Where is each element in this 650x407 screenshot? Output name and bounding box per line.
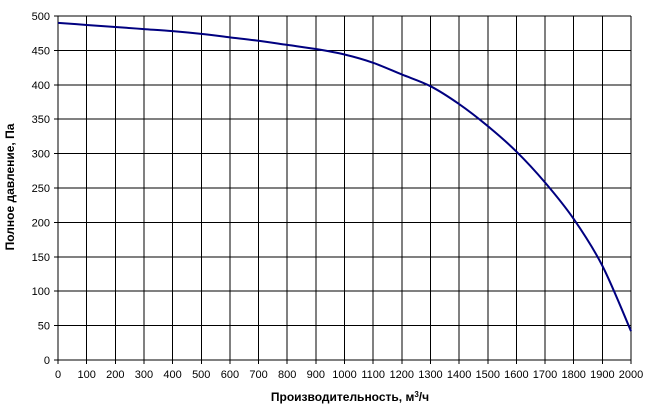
y-tick-label: 150 [32, 252, 50, 264]
x-tick-label: 1100 [361, 369, 385, 381]
chart-series [57, 21, 632, 332]
x-tick-label: 1200 [390, 369, 414, 381]
x-tick-label: 100 [77, 369, 95, 381]
x-tick-label: 1500 [476, 369, 500, 381]
x-tick-label: 1600 [504, 369, 528, 381]
x-tick-label: 1700 [533, 369, 557, 381]
x-tick-label: 2000 [619, 369, 643, 381]
x-axis-title: Производительность, м3/ч [271, 390, 429, 405]
x-tick-label: 0 [55, 369, 61, 381]
x-axis-ticks: 0 100 200 300 400 500 600 700 800 900 1000 1100 1200… [55, 360, 643, 381]
y-tick-label: 350 [32, 114, 50, 126]
x-tick-label: 1300 [418, 369, 442, 381]
x-tick-label: 500 [192, 369, 210, 381]
x-tick-label: 1800 [561, 369, 585, 381]
chart-grid [57, 15, 632, 361]
y-tick-label: 500 [32, 11, 50, 23]
x-tick-label: 200 [106, 369, 124, 381]
y-axis-title: Полное давление, Па [3, 123, 17, 250]
y-tick-label: 300 [32, 149, 50, 161]
x-axis-title-sup: 3 [414, 390, 419, 399]
y-tick-label: 250 [32, 183, 50, 195]
x-tick-label: 900 [307, 369, 325, 381]
y-tick-label: 400 [32, 80, 50, 92]
x-tick-label: 1400 [447, 369, 471, 381]
x-tick-label: 700 [249, 369, 267, 381]
x-tick-label: 800 [278, 369, 296, 381]
x-tick-label: 400 [163, 369, 181, 381]
x-tick-label: 1900 [590, 369, 614, 381]
y-tick-label: 450 [32, 45, 50, 57]
series-line [57, 21, 632, 332]
x-tick-label: 1000 [332, 369, 356, 381]
x-axis-title-main: Производительность, м [271, 390, 415, 404]
x-tick-label: 300 [135, 369, 153, 381]
y-tick-label: 200 [32, 217, 50, 229]
y-axis-ticks: 0 50 100 150 200 250 300 350 400 450 500 [32, 11, 58, 367]
x-tick-label: 600 [221, 369, 239, 381]
y-tick-label: 50 [38, 321, 50, 333]
y-tick-label: 0 [44, 355, 50, 367]
x-axis-title-suffix: /ч [419, 390, 429, 404]
y-tick-label: 100 [32, 286, 50, 298]
